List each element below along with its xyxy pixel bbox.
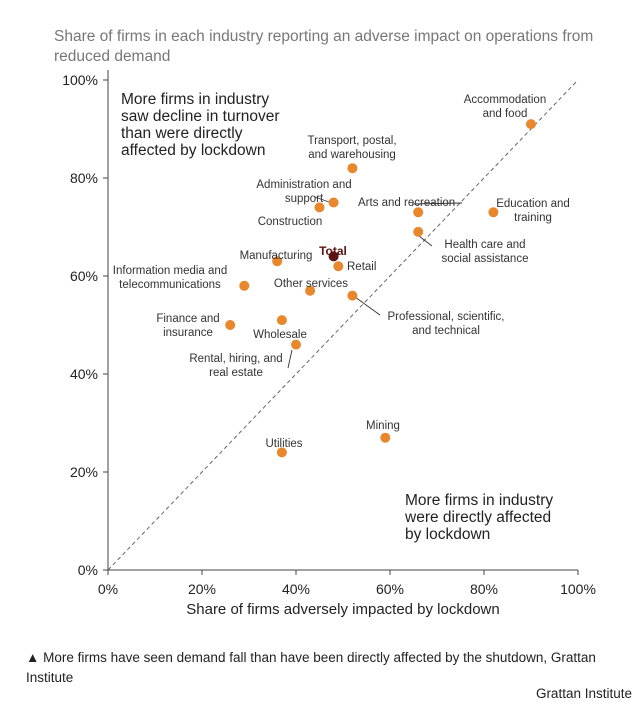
data-point [276, 315, 287, 326]
y-tick-label: 60% [70, 268, 98, 284]
y-tick-label: 0% [78, 562, 98, 578]
data-point-label: Transport, postal, and warehousing [307, 135, 396, 161]
data-point [488, 207, 499, 218]
y-tick-label: 40% [70, 366, 98, 382]
x-tick-label: 0% [98, 581, 118, 597]
data-point-label: Health care and social assistance [442, 239, 529, 265]
data-point-label: Mining [366, 420, 400, 432]
data-point-label: Utilities [265, 438, 302, 450]
data-point [413, 207, 424, 218]
annotation-lower-right: More firms in industry were directly affe… [404, 492, 553, 543]
data-point-label: Other services [274, 278, 348, 290]
data-point-label: Education and training [496, 198, 570, 224]
data-point-label: Professional, scientific, and technical [388, 311, 505, 337]
x-tick-label: 60% [376, 581, 404, 597]
data-point [380, 432, 391, 443]
x-axis-title: Share of firms adversely impacted by loc… [186, 601, 499, 618]
data-point-label: Administration and support [256, 179, 351, 205]
data-point [526, 119, 536, 130]
data-point [305, 285, 316, 296]
data-point [413, 226, 424, 237]
image-credit: Grattan Institute [535, 686, 632, 701]
data-point [225, 320, 236, 330]
data-point-label: Arts and recreation [358, 197, 455, 209]
data-point-label: Total [319, 244, 347, 258]
data-point [328, 197, 339, 208]
data-point [347, 290, 358, 301]
data-point-label: Information media and telecommunications [113, 265, 227, 291]
data-point [333, 261, 344, 272]
scatter-plot: 0% 20% 40% 60% 80% 100% 0% 20% 40% 60% 80% 100% Shar… [62, 70, 596, 618]
leader-line [287, 349, 293, 369]
image-caption: ▲ More firms have seen demand fall than … [26, 650, 596, 685]
data-point [239, 280, 250, 291]
leader-line [314, 196, 330, 203]
data-point [314, 202, 325, 213]
leader-line [418, 235, 433, 247]
leader-line [411, 202, 463, 205]
data-point-label: Construction [258, 216, 323, 228]
data-point [347, 163, 358, 174]
leader-line [354, 296, 381, 316]
data-point-label: Retail [347, 261, 376, 273]
data-point-label: Wholesale [253, 329, 307, 341]
x-tick-label: 80% [470, 581, 498, 597]
y-tick-label: 80% [70, 170, 98, 186]
diagonal-reference-line [107, 79, 579, 571]
data-point [328, 251, 339, 262]
chart-title: Share of firms in each industry reportin… [54, 28, 594, 65]
annotation-upper-left: More firms in industry saw decline in tur… [121, 91, 280, 159]
data-point [276, 447, 287, 458]
data-point-label: Rental, hiring, and real estate [189, 353, 282, 379]
x-tick-label: 40% [282, 581, 310, 597]
data-point-label: Accommodation and food [464, 94, 546, 120]
data-point [272, 256, 283, 267]
data-point-label: Manufacturing [240, 250, 313, 262]
x-tick-label: 100% [560, 581, 596, 597]
data-point-label: Finance and insurance [156, 313, 219, 339]
y-tick-label: 100% [62, 72, 98, 88]
data-point [291, 339, 301, 350]
y-tick-label: 20% [70, 464, 98, 480]
x-tick-label: 20% [188, 581, 216, 597]
